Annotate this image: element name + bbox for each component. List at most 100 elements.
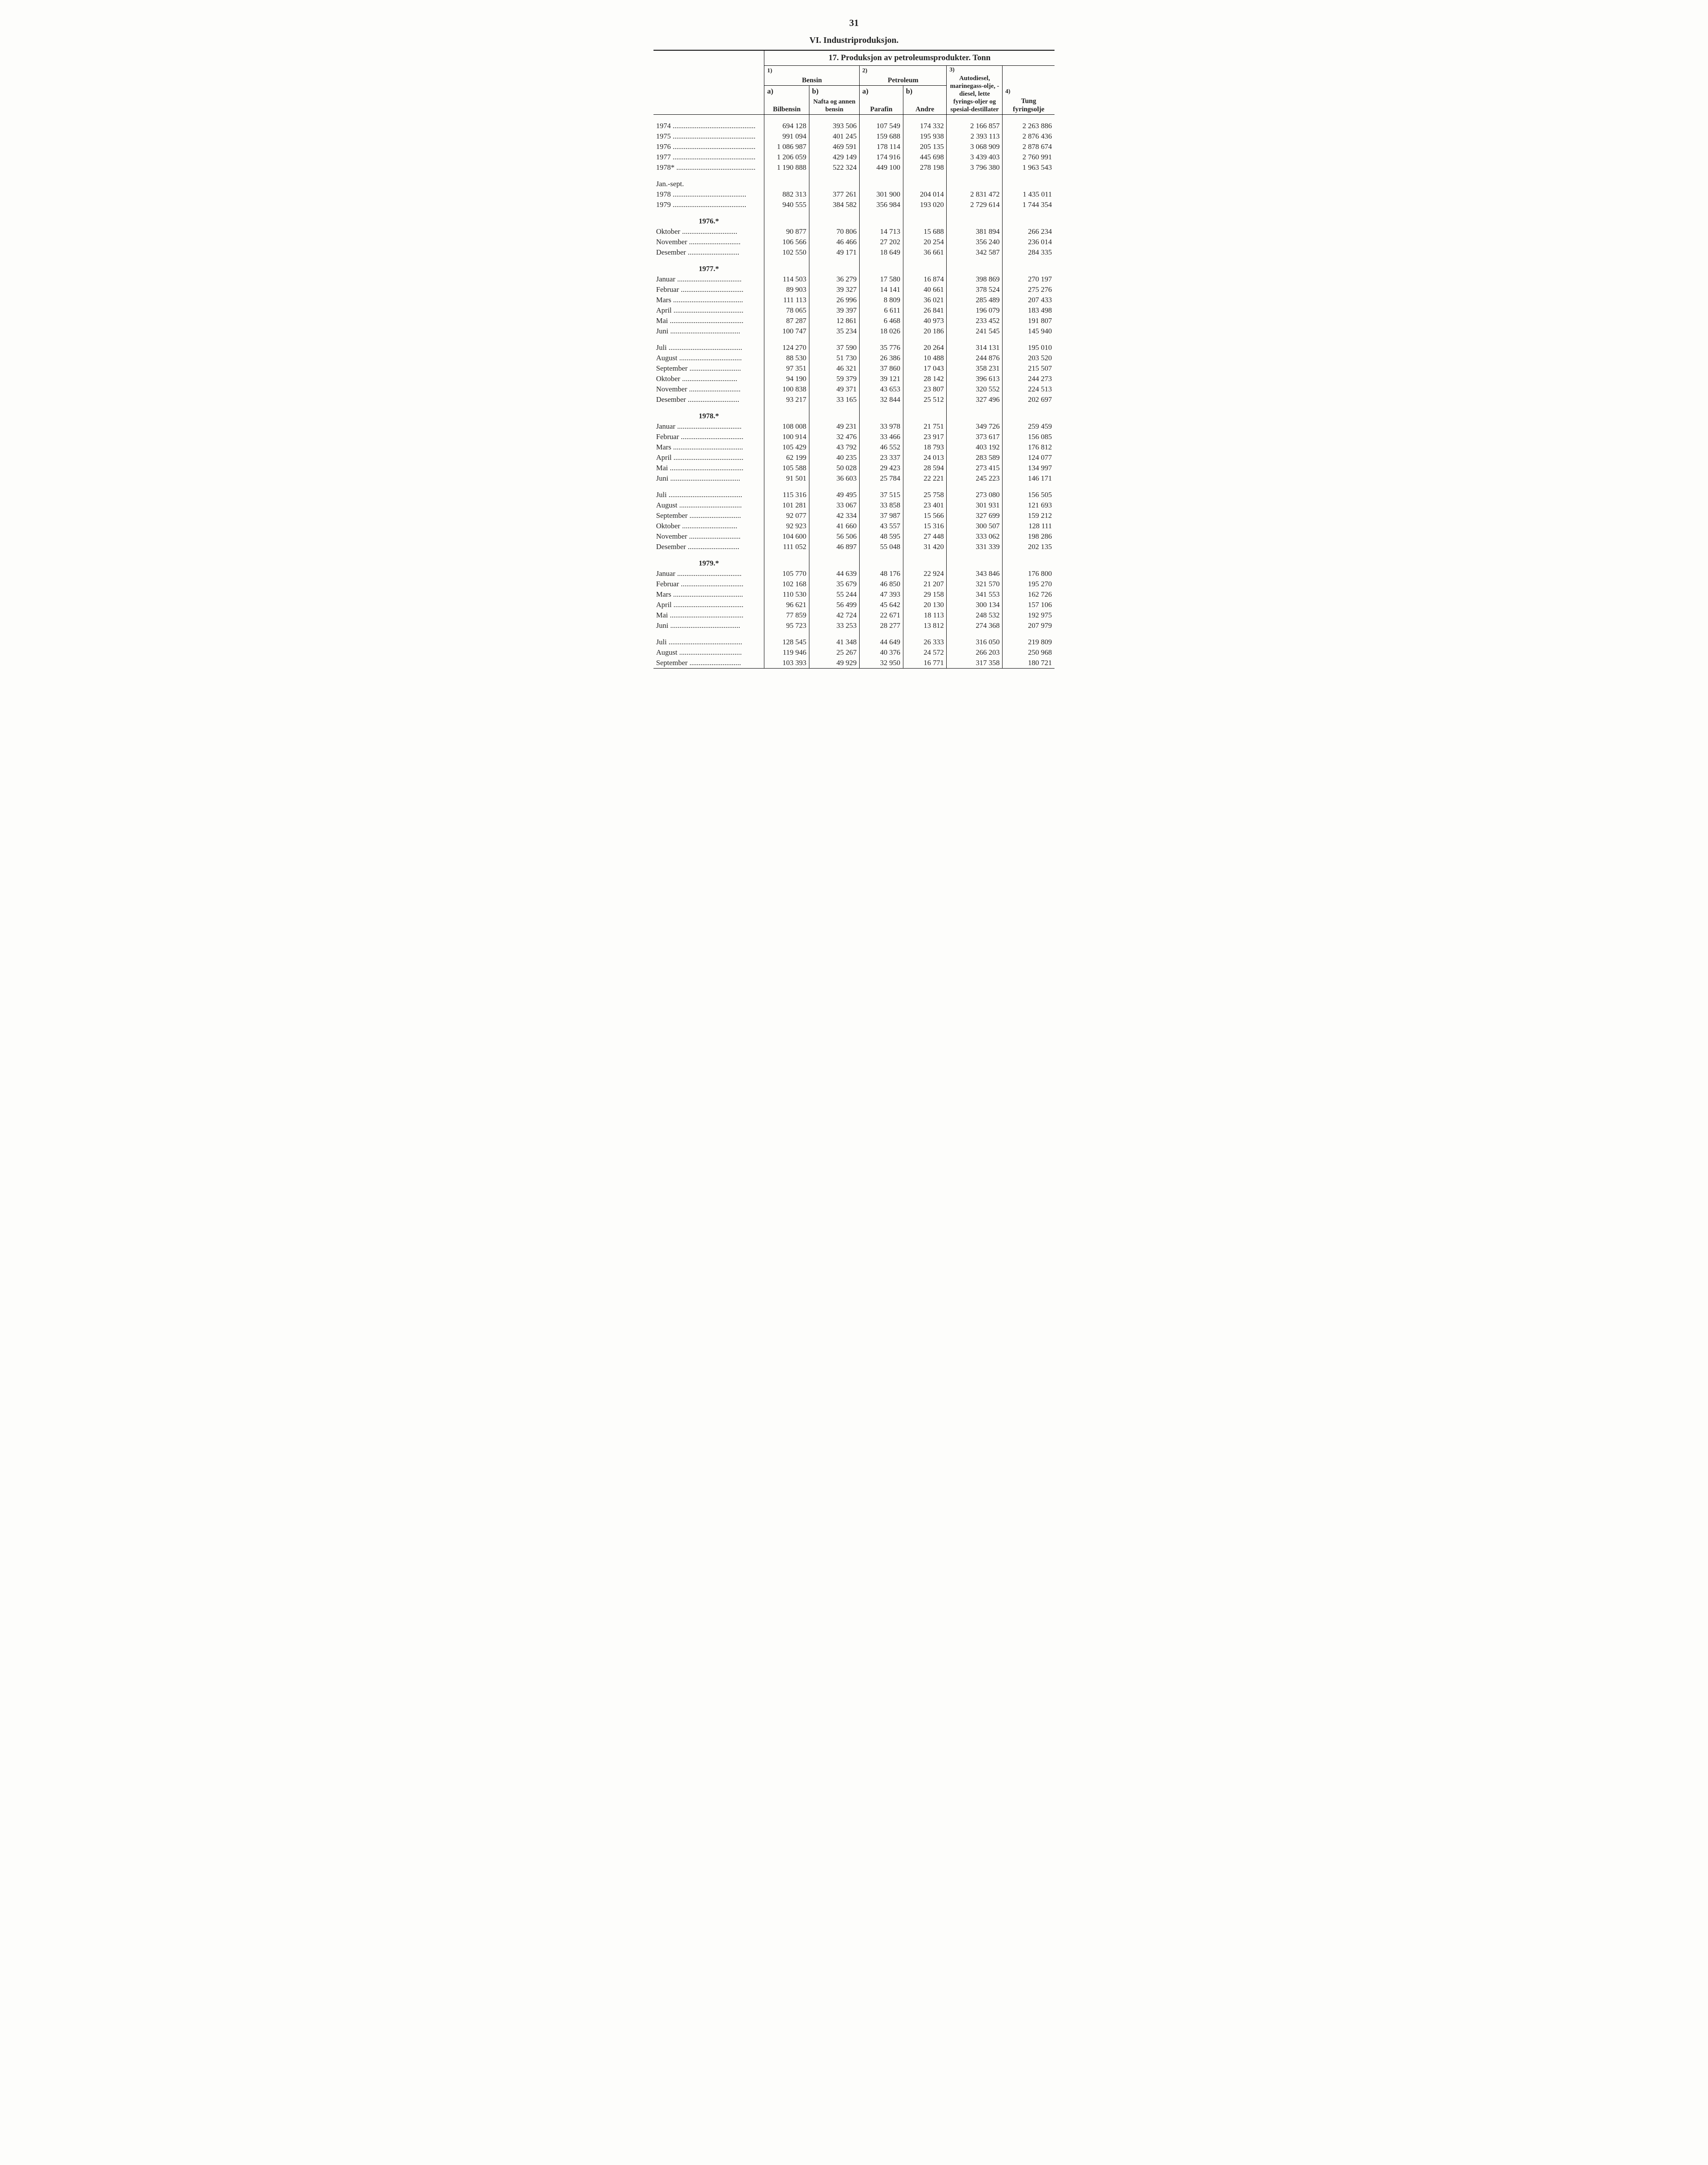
data-cell: 196 079 [947,305,1003,316]
data-cell: 18 649 [860,247,903,258]
data-cell: 55 048 [860,542,903,552]
data-cell: 156 505 [1003,490,1055,500]
data-cell: 35 234 [809,326,859,336]
data-cell: 449 100 [860,162,903,173]
row-label: 1978 ...................................… [653,189,764,200]
data-cell: 2 729 614 [947,200,1003,210]
data-cell: 2 760 991 [1003,152,1055,162]
row-label: Februar ................................… [653,579,764,589]
data-cell: 32 844 [860,394,903,405]
data-cell: 266 234 [1003,226,1055,237]
col-group-4-num: 4) [1005,88,1010,95]
data-cell: 145 940 [1003,326,1055,336]
data-cell: 349 726 [947,421,1003,432]
data-cell: 92 923 [764,521,809,531]
row-label: August .................................… [653,353,764,363]
data-cell: 15 566 [903,511,947,521]
data-cell: 274 368 [947,620,1003,631]
table-title: 17. Produksjon av petroleumsprodukter. T… [764,50,1055,66]
data-cell: 37 860 [860,363,903,374]
row-label: Mai ....................................… [653,316,764,326]
group-header: 1978.* [653,411,764,421]
data-cell: 43 792 [809,442,859,452]
data-cell: 33 253 [809,620,859,631]
data-cell: 39 327 [809,284,859,295]
petroleum-table: 17. Produksjon av petroleumsprodukter. T… [653,50,1055,669]
data-cell: 22 671 [860,610,903,620]
data-cell: 41 660 [809,521,859,531]
data-cell: 26 333 [903,637,947,647]
data-cell: 105 588 [764,463,809,473]
data-cell: 991 094 [764,131,809,142]
data-cell: 207 979 [1003,620,1055,631]
data-cell: 401 245 [809,131,859,142]
row-label: Juni ...................................… [653,620,764,631]
row-label: 1975 ...................................… [653,131,764,142]
row-label: 1979 ...................................… [653,200,764,210]
data-cell: 241 545 [947,326,1003,336]
col-sub-b-2: b) [906,87,912,95]
row-label: April ..................................… [653,305,764,316]
data-cell: 193 020 [903,200,947,210]
data-cell: 3 796 380 [947,162,1003,173]
data-cell: 97 351 [764,363,809,374]
data-cell: 121 693 [1003,500,1055,511]
data-cell: 283 589 [947,452,1003,463]
data-cell: 469 591 [809,142,859,152]
data-cell: 134 997 [1003,463,1055,473]
data-cell: 2 263 886 [1003,121,1055,131]
data-cell: 114 503 [764,274,809,284]
row-label: Desember ............................ [653,542,764,552]
data-cell: 28 594 [903,463,947,473]
data-cell: 176 812 [1003,442,1055,452]
col-sub-a-1: a) [767,87,773,95]
data-cell: 174 916 [860,152,903,162]
data-cell: 32 950 [860,658,903,669]
data-cell: 89 903 [764,284,809,295]
data-cell: 2 876 436 [1003,131,1055,142]
data-cell: 46 466 [809,237,859,247]
data-cell: 46 552 [860,442,903,452]
row-label: August .................................… [653,647,764,658]
data-cell: 156 085 [1003,432,1055,442]
data-cell: 259 459 [1003,421,1055,432]
data-cell: 333 062 [947,531,1003,542]
data-cell: 33 978 [860,421,903,432]
data-cell: 1 190 888 [764,162,809,173]
data-cell: 300 507 [947,521,1003,531]
data-cell: 107 549 [860,121,903,131]
row-label: November ............................ [653,237,764,247]
data-cell: 36 279 [809,274,859,284]
data-cell: 285 489 [947,295,1003,305]
data-cell: 103 393 [764,658,809,669]
data-cell: 92 077 [764,511,809,521]
data-cell: 316 050 [947,637,1003,647]
data-cell: 56 506 [809,531,859,542]
row-label: April ..................................… [653,452,764,463]
data-cell: 20 186 [903,326,947,336]
data-cell: 59 379 [809,374,859,384]
data-cell: 384 582 [809,200,859,210]
data-cell: 2 878 674 [1003,142,1055,152]
data-cell: 14 713 [860,226,903,237]
data-cell: 18 113 [903,610,947,620]
data-cell: 48 176 [860,569,903,579]
data-cell: 3 439 403 [947,152,1003,162]
data-cell: 40 661 [903,284,947,295]
data-cell: 445 698 [903,152,947,162]
col-bilbensin: Bilbensin [764,97,809,115]
data-cell: 43 557 [860,521,903,531]
data-cell: 327 699 [947,511,1003,521]
data-cell: 198 286 [1003,531,1055,542]
data-cell: 108 008 [764,421,809,432]
col-sub-b-1: b) [812,87,818,95]
row-label: September ............................ [653,363,764,374]
data-cell: 100 838 [764,384,809,394]
col-sub-a-2: a) [862,87,868,95]
col-group-1-num: 1) [767,68,772,74]
row-label: September ............................ [653,658,764,669]
data-cell: 100 914 [764,432,809,442]
data-cell: 102 550 [764,247,809,258]
data-cell: 20 264 [903,343,947,353]
data-cell: 12 861 [809,316,859,326]
